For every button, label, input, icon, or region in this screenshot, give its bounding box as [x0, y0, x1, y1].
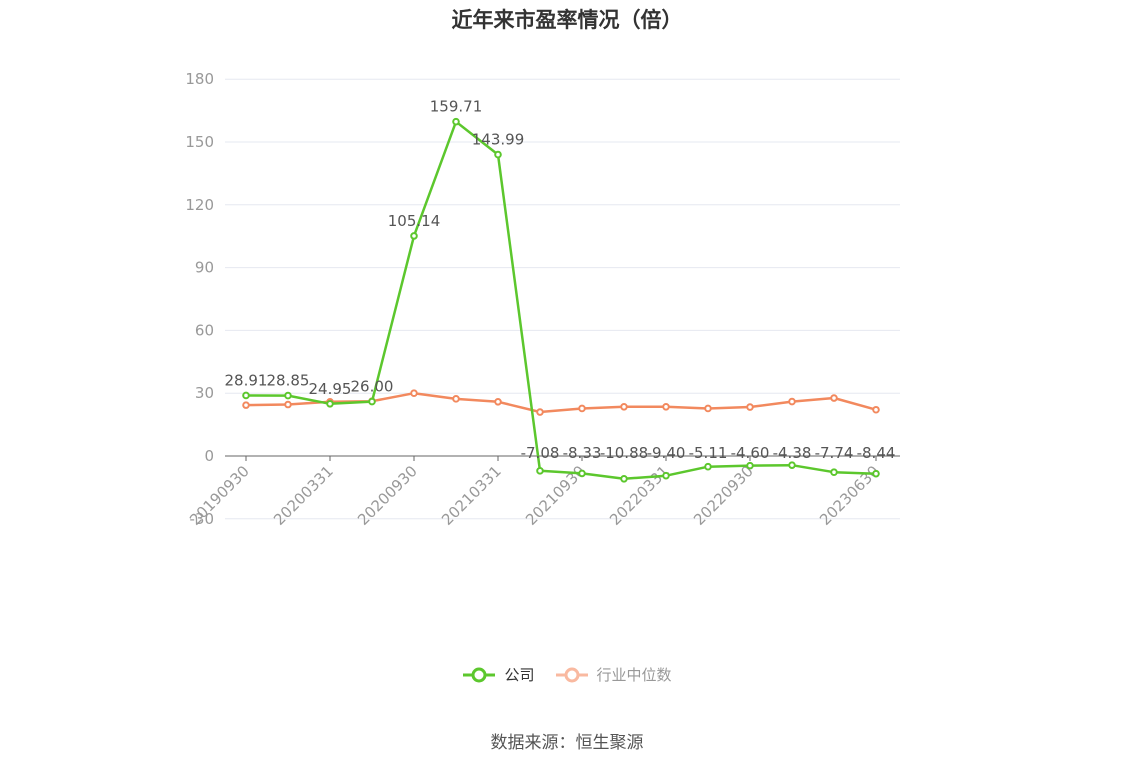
company-data-label: 28.85	[267, 372, 310, 390]
company-point	[578, 469, 586, 478]
data-source: 数据来源：恒生聚源	[490, 733, 644, 753]
company-point	[830, 468, 838, 477]
grid-layer	[225, 78, 900, 520]
company-point	[704, 462, 712, 471]
company-point	[284, 391, 292, 400]
industry-median-point	[578, 404, 586, 413]
company-data-label: 26.00	[351, 378, 394, 396]
industry-median-point	[452, 395, 460, 403]
company-data-label: 105.14	[388, 212, 441, 230]
industry-median-point	[704, 404, 712, 413]
company-data-label: -8.33	[563, 444, 602, 462]
data-label-layer: 28.91 28.85 24.95 26.00 105.14 159.71 143.99 -7…	[225, 98, 896, 462]
industry-median-point	[620, 403, 628, 411]
y-tick-label: 120	[185, 196, 214, 214]
company-point	[410, 232, 418, 240]
legend-company-marker-icon	[463, 667, 496, 682]
company-data-label: -9.40	[647, 444, 686, 462]
company-point	[494, 150, 502, 159]
industry-median-point	[536, 408, 544, 416]
company-data-label: -7.74	[815, 444, 854, 462]
company-data-label: 143.99	[472, 131, 525, 149]
y-tick-label: 0	[204, 447, 214, 465]
company-point	[662, 471, 670, 480]
industry-median-point	[494, 397, 502, 406]
company-point	[746, 461, 754, 470]
industry-median-point	[662, 403, 670, 411]
legend-label-company: 公司	[504, 666, 535, 684]
company-point	[620, 474, 628, 483]
company-point	[452, 117, 460, 126]
chart-title: 近年来市盈率情况（倍）	[451, 8, 683, 32]
company-data-label: -4.60	[731, 444, 770, 462]
company-point	[242, 391, 250, 400]
industry-median-point	[788, 397, 796, 406]
legend-item-industry-median[interactable]: 行业中位数	[555, 664, 672, 685]
y-tick-label: 30	[195, 384, 214, 402]
company-point	[326, 399, 334, 408]
industry-median-point	[746, 403, 754, 411]
company-point	[788, 461, 796, 469]
industry-median-point	[410, 389, 418, 398]
legend-industry-marker-icon	[555, 667, 588, 682]
company-point	[368, 397, 376, 406]
y-tick-label: 180	[185, 70, 214, 88]
y-tick-label: 150	[185, 133, 214, 151]
legend: 公司 行业中位数	[0, 664, 1134, 685]
company-point	[536, 467, 544, 475]
legend-item-company[interactable]: 公司	[462, 664, 535, 685]
company-series-line	[245, 120, 877, 481]
y-tick-label: 90	[195, 259, 214, 277]
company-data-label: 159.71	[430, 98, 483, 116]
series-layer	[242, 117, 880, 483]
company-data-label: 24.95	[309, 380, 352, 398]
legend-label-industry-median: 行业中位数	[596, 666, 672, 684]
industry-median-point	[284, 400, 292, 409]
industry-median-point	[872, 405, 880, 414]
industry-median-point	[830, 394, 838, 402]
company-data-label: 28.91	[225, 371, 268, 389]
company-data-label: -10.88	[600, 444, 648, 462]
company-data-label: -7.08	[521, 444, 560, 462]
company-data-label: -8.44	[857, 444, 896, 462]
company-data-label: -5.11	[689, 444, 728, 462]
industry-median-point	[242, 401, 250, 409]
company-point	[872, 469, 880, 478]
y-tick-label: -30	[190, 510, 215, 528]
y-tick-label: 60	[195, 321, 214, 339]
company-data-label: -4.38	[773, 444, 812, 462]
